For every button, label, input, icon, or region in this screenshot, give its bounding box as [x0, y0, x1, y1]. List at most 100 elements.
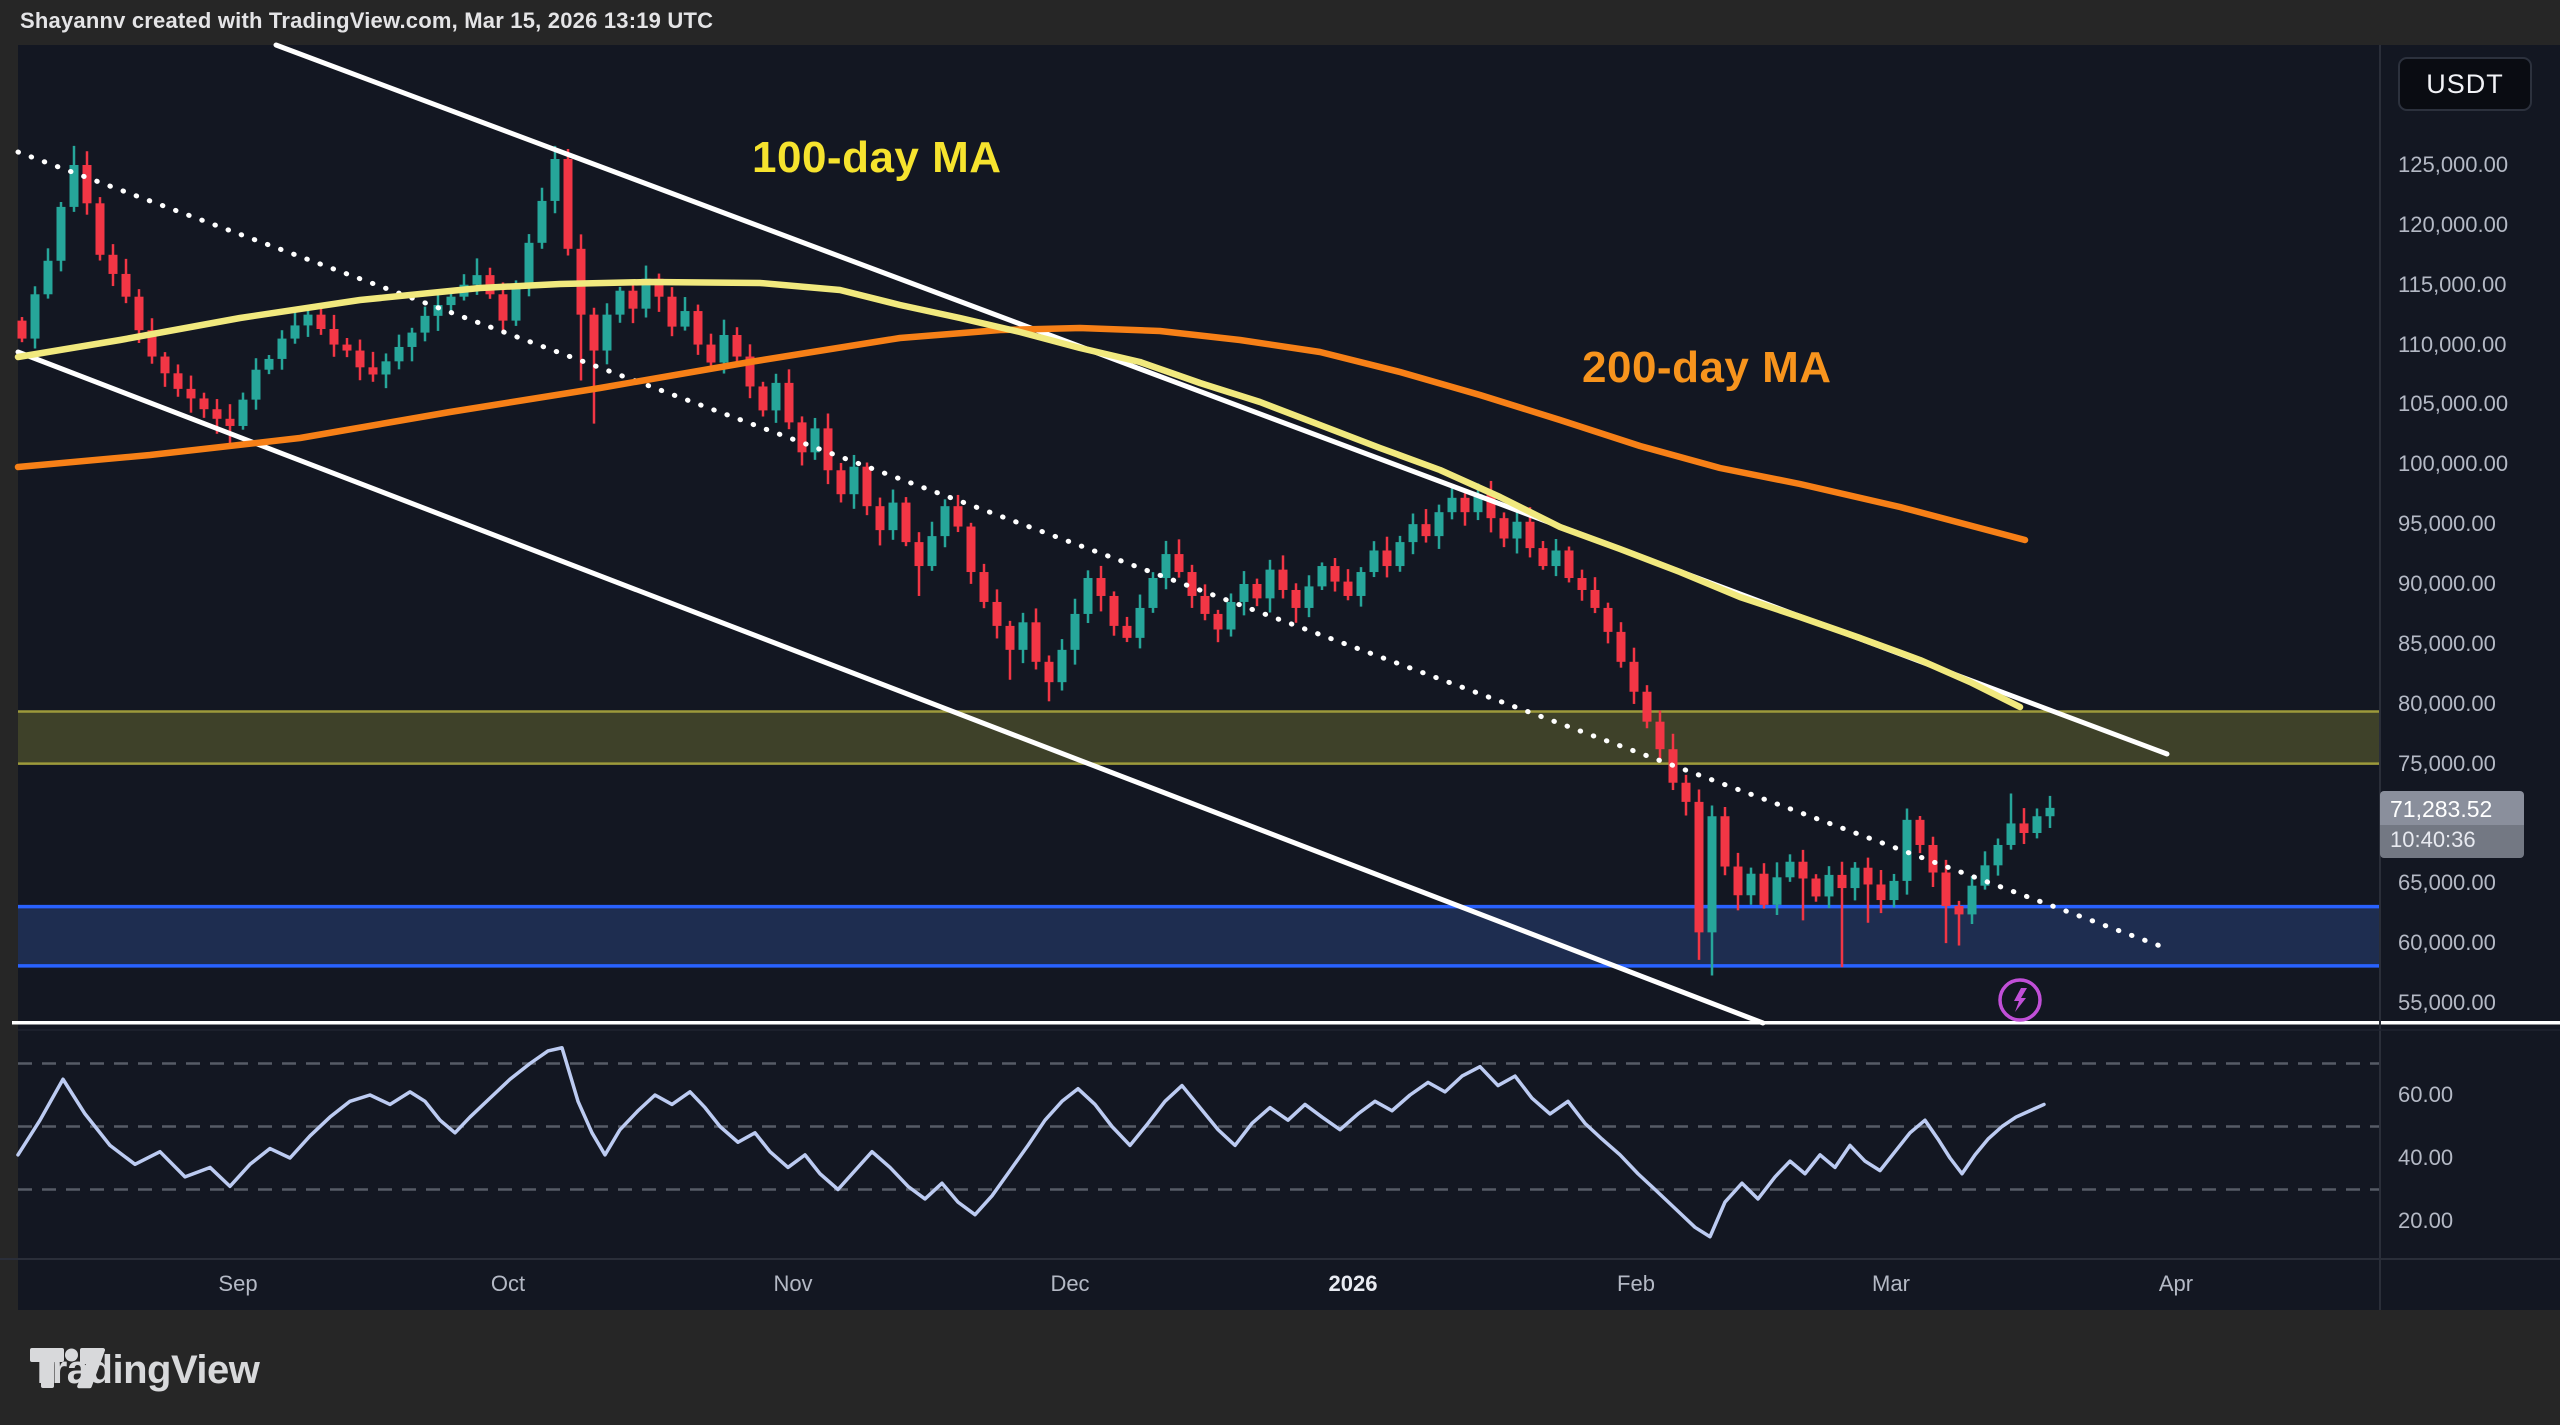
candle-body — [2045, 807, 2055, 817]
candle-body — [1265, 569, 1275, 599]
candlestick-series — [17, 145, 2055, 976]
candle-body — [1811, 878, 1821, 897]
candle-body — [602, 314, 612, 351]
candle-body — [1824, 874, 1834, 897]
price-tick-115k: 115,000.00 — [2398, 271, 2507, 297]
candle-body — [1460, 497, 1470, 513]
candle-body — [2006, 823, 2016, 845]
candle-body — [433, 305, 443, 316]
flash-icon-bolt — [2014, 988, 2027, 1012]
candle-body — [1603, 607, 1613, 632]
candle-body — [1291, 589, 1301, 608]
candle-body — [966, 526, 976, 573]
candle-body — [1837, 874, 1847, 889]
candle-body — [1772, 877, 1782, 905]
candle-body — [134, 296, 144, 331]
candle-body — [1928, 844, 1938, 873]
price-tick-120k: 120,000.00 — [2398, 211, 2509, 237]
candle-body — [1525, 521, 1535, 549]
price-tick-110k: 110,000.00 — [2398, 331, 2507, 357]
flash-icon-ring — [1998, 978, 2042, 1022]
time-tick-feb: Feb — [1617, 1271, 1655, 1296]
flash-icon[interactable] — [1998, 978, 2042, 1022]
candle-body — [82, 165, 92, 204]
candle-body — [615, 290, 625, 315]
candle-body — [1031, 622, 1041, 662]
candle-body — [758, 386, 768, 411]
candle-body — [407, 332, 417, 347]
candle-body — [1473, 494, 1483, 513]
time-axis[interactable] — [18, 1259, 2380, 1310]
candle-body — [1720, 816, 1730, 867]
symbol-chip-usdt[interactable]: USDT — [2398, 57, 2532, 111]
tradingview-logo[interactable]: TradingView — [30, 1348, 260, 1393]
candle-body — [1057, 649, 1067, 683]
price-tick-60k: 60,000.00 — [2398, 930, 2496, 956]
candle-body — [251, 369, 261, 400]
time-tick-apr: Apr — [2158, 1271, 2194, 1296]
candle-body — [303, 314, 313, 326]
candle-body — [667, 296, 677, 327]
candle-body — [1486, 494, 1496, 519]
candle-body — [810, 428, 820, 453]
candle-body — [537, 200, 547, 243]
time-tick-dec: Dec — [1050, 1271, 1090, 1296]
candle-body — [17, 320, 27, 339]
candle-body — [719, 334, 729, 363]
candle-body — [1408, 524, 1418, 543]
candle-body — [1174, 554, 1184, 573]
time-tick-oct: Oct — [490, 1271, 526, 1296]
candle-body — [1369, 550, 1379, 573]
ma100-line — [14, 278, 2024, 711]
candle-body — [147, 330, 157, 357]
candle-body — [1395, 542, 1405, 567]
candle-body — [1005, 625, 1015, 650]
candle-body — [1070, 613, 1080, 650]
ma100-label: 100-day MA — [752, 133, 1002, 182]
candle-body — [1018, 622, 1028, 650]
candle-body — [199, 398, 209, 410]
candle-body — [1655, 721, 1665, 750]
candle-body — [1109, 595, 1119, 626]
candle-body — [1096, 578, 1106, 596]
candle-body — [1304, 586, 1314, 608]
rsi-tick-60: 60.00 — [2398, 1082, 2454, 1107]
candle-body — [940, 506, 950, 537]
candle-body — [498, 294, 508, 321]
candle-body — [2032, 816, 2042, 834]
candle-body — [1590, 589, 1600, 608]
candle-body — [849, 466, 859, 495]
candle-body — [797, 422, 807, 453]
candle-body — [836, 470, 846, 495]
price-tick-80k: 80,000.00 — [2398, 690, 2496, 716]
candle-body — [1044, 661, 1054, 683]
price-tick-105k: 105,000.00 — [2398, 391, 2509, 417]
candle-body — [1213, 613, 1223, 630]
lower-channel-line[interactable] — [15, 349, 1766, 1026]
candle-body — [1382, 550, 1392, 567]
candle-body — [316, 314, 326, 330]
candle-body — [173, 373, 183, 389]
candle-body — [1356, 572, 1366, 596]
candle-body — [680, 311, 690, 327]
price-tick-85k: 85,000.00 — [2398, 630, 2496, 656]
candle-body — [1902, 819, 1912, 881]
candle-body — [1876, 884, 1886, 901]
candle-body — [43, 260, 53, 295]
candle-body — [1278, 569, 1288, 590]
candle-body — [992, 601, 1002, 626]
candle-body — [264, 358, 274, 370]
price-tick-90k: 90,000.00 — [2398, 571, 2496, 596]
candle-body — [1967, 885, 1977, 915]
dotted-trendline[interactable] — [15, 149, 2166, 950]
candle-body — [1707, 816, 1717, 933]
candle-body — [1122, 625, 1132, 638]
price-tick-100k: 100,000.00 — [2398, 451, 2509, 477]
candle-body — [1564, 550, 1574, 579]
rsi-line — [16, 1046, 2046, 1239]
price-tick-125k: 125,000.00 — [2398, 152, 2509, 177]
candle-body — [30, 294, 40, 339]
bar-countdown: 10:40:36 — [2380, 825, 2524, 858]
